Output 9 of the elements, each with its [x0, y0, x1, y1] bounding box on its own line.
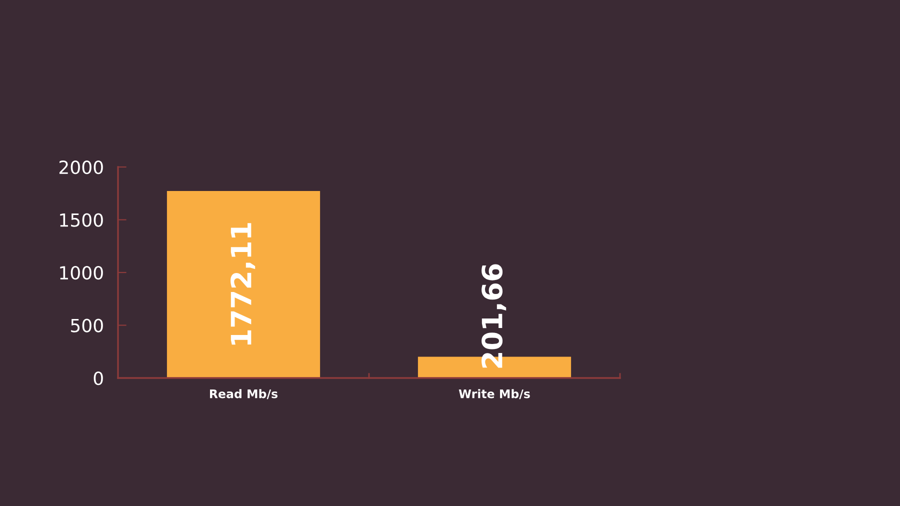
y-tick-label: 1000 — [60, 266, 103, 280]
x-tick-label: Read Mb/s — [210, 389, 278, 400]
y-tick-label: 2000 — [59, 160, 103, 174]
x-tick-label: Write Mb/s — [458, 389, 530, 400]
data-label: 1772,11 — [230, 223, 256, 345]
data-label: 201,66 — [482, 264, 506, 368]
y-tick-label: 0 — [94, 371, 103, 386]
y-tick-label: 1500 — [60, 213, 103, 227]
y-tick-label: 500 — [71, 318, 103, 332]
